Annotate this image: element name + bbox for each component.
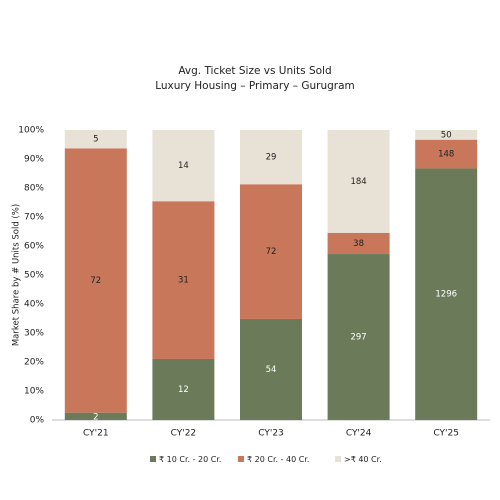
legend-label: ₹ 20 Cr. - 40 Cr.: [247, 455, 309, 464]
y-tick-label: 20%: [24, 358, 44, 368]
data-label: 184: [350, 177, 366, 187]
bar-segment: [327, 232, 390, 255]
bar-segment: [327, 130, 390, 233]
legend-label: ₹ 10 Cr. - 20 Cr.: [159, 455, 221, 464]
data-label: 54: [266, 365, 277, 375]
legend-label: >₹ 40 Cr.: [344, 455, 382, 464]
bar-segment: [415, 168, 478, 420]
bar-segment: [64, 412, 127, 420]
data-label: 38: [353, 239, 364, 249]
y-tick-label: 50%: [24, 271, 44, 281]
data-label: 12: [178, 385, 189, 395]
data-label: 50: [441, 130, 452, 140]
bar-segment: [152, 130, 215, 202]
legend-swatch: [150, 456, 156, 462]
data-label: 72: [266, 247, 277, 257]
legend-swatch: [335, 456, 341, 462]
data-label: 2: [93, 413, 98, 423]
x-tick-label: CY'21: [83, 429, 109, 439]
data-label: 14: [178, 161, 189, 171]
chart-subtitle: Luxury Housing – Primary – Gurugram: [155, 80, 355, 92]
y-axis-label: Market Share by # Units Sold (%): [12, 204, 22, 346]
chart-title: Avg. Ticket Size vs Units Sold: [178, 65, 331, 77]
y-tick-label: 0%: [30, 416, 45, 426]
bar-segment: [240, 318, 302, 420]
legend-swatch: [238, 456, 244, 462]
data-label: 148: [438, 150, 454, 160]
data-label: 1296: [435, 290, 457, 300]
bar-segment: [415, 130, 478, 140]
y-tick-label: 60%: [24, 242, 44, 252]
bar-segment: [152, 358, 215, 420]
y-tick-label: 30%: [24, 329, 44, 339]
x-tick-label: CY'23: [258, 429, 284, 439]
bar-segment: [152, 201, 215, 359]
bar-segment: [240, 184, 302, 319]
bar-segment: [64, 148, 127, 413]
x-tick-label: CY'24: [346, 429, 372, 439]
data-label: 5: [93, 135, 98, 145]
y-tick-label: 10%: [24, 387, 44, 397]
y-tick-label: 70%: [24, 213, 44, 223]
y-tick-label: 80%: [24, 184, 44, 194]
data-label: 297: [350, 333, 366, 343]
data-label: 31: [178, 276, 189, 286]
y-tick-label: 100%: [18, 126, 44, 136]
bar-segment: [415, 139, 478, 169]
y-tick-label: 90%: [24, 155, 44, 165]
bar-segment: [240, 130, 302, 185]
bar-segment: [327, 254, 390, 420]
bar-segment: [64, 130, 127, 149]
x-tick-label: CY'25: [433, 429, 459, 439]
y-tick-label: 40%: [24, 300, 44, 310]
data-label: 72: [90, 276, 101, 286]
data-label: 29: [266, 153, 277, 163]
x-tick-label: CY'22: [171, 429, 197, 439]
